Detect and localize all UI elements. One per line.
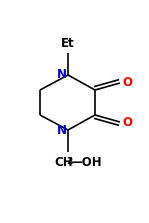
Text: 2: 2 xyxy=(66,157,72,166)
Text: Et: Et xyxy=(61,37,75,50)
Text: O: O xyxy=(122,116,132,128)
Text: O: O xyxy=(122,76,132,89)
Text: —OH: —OH xyxy=(70,156,102,169)
Text: CH: CH xyxy=(54,156,73,169)
Text: N: N xyxy=(57,124,67,136)
Text: N: N xyxy=(57,68,67,81)
